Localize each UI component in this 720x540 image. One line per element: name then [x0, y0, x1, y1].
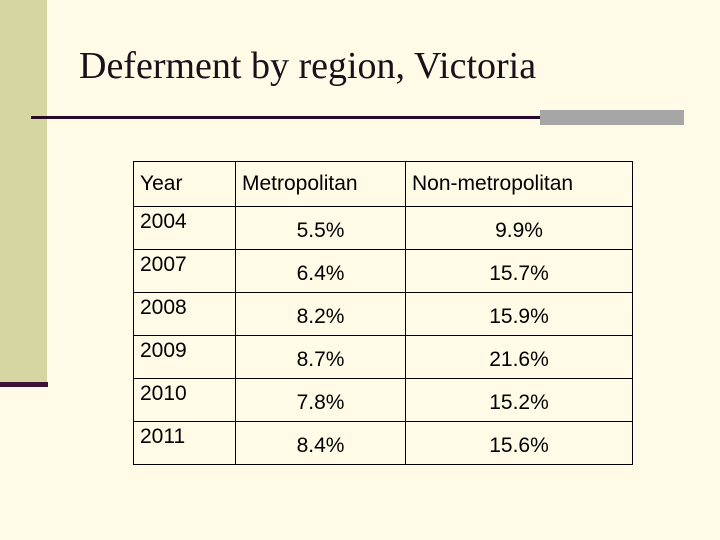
column-header-metropolitan: Metropolitan: [235, 161, 406, 207]
column-header-year: Year: [133, 161, 236, 207]
cell-metropolitan: 7.8%: [235, 378, 406, 422]
deferment-table: Year Metropolitan Non-metropolitan 2004 …: [133, 161, 633, 465]
decorative-side-bar-line: [0, 382, 48, 387]
cell-year: 2009: [133, 335, 236, 379]
cell-metropolitan: 8.2%: [235, 292, 406, 336]
table-row: 2011 8.4% 15.6%: [133, 421, 633, 465]
title-underline: [31, 116, 684, 119]
cell-non-metropolitan: 15.6%: [405, 421, 633, 465]
cell-metropolitan: 8.4%: [235, 421, 406, 465]
table-row: 2004 5.5% 9.9%: [133, 206, 633, 250]
cell-year: 2007: [133, 249, 236, 293]
table-row: 2007 6.4% 15.7%: [133, 249, 633, 293]
cell-metropolitan: 5.5%: [235, 206, 406, 250]
column-header-non-metropolitan: Non-metropolitan: [405, 161, 633, 207]
cell-non-metropolitan: 15.2%: [405, 378, 633, 422]
cell-year: 2011: [133, 421, 236, 465]
cell-non-metropolitan: 15.9%: [405, 292, 633, 336]
table-header-row: Year Metropolitan Non-metropolitan: [133, 161, 633, 207]
cell-year: 2004: [133, 206, 236, 250]
cell-non-metropolitan: 9.9%: [405, 206, 633, 250]
title-underline-accent: [540, 110, 684, 125]
cell-year: 2010: [133, 378, 236, 422]
table-row: 2010 7.8% 15.2%: [133, 378, 633, 422]
table-row: 2008 8.2% 15.9%: [133, 292, 633, 336]
cell-metropolitan: 6.4%: [235, 249, 406, 293]
decorative-side-bar: [0, 0, 47, 382]
cell-non-metropolitan: 21.6%: [405, 335, 633, 379]
slide-title: Deferment by region, Victoria: [79, 45, 537, 87]
cell-non-metropolitan: 15.7%: [405, 249, 633, 293]
cell-year: 2008: [133, 292, 236, 336]
table-row: 2009 8.7% 21.6%: [133, 335, 633, 379]
cell-metropolitan: 8.7%: [235, 335, 406, 379]
